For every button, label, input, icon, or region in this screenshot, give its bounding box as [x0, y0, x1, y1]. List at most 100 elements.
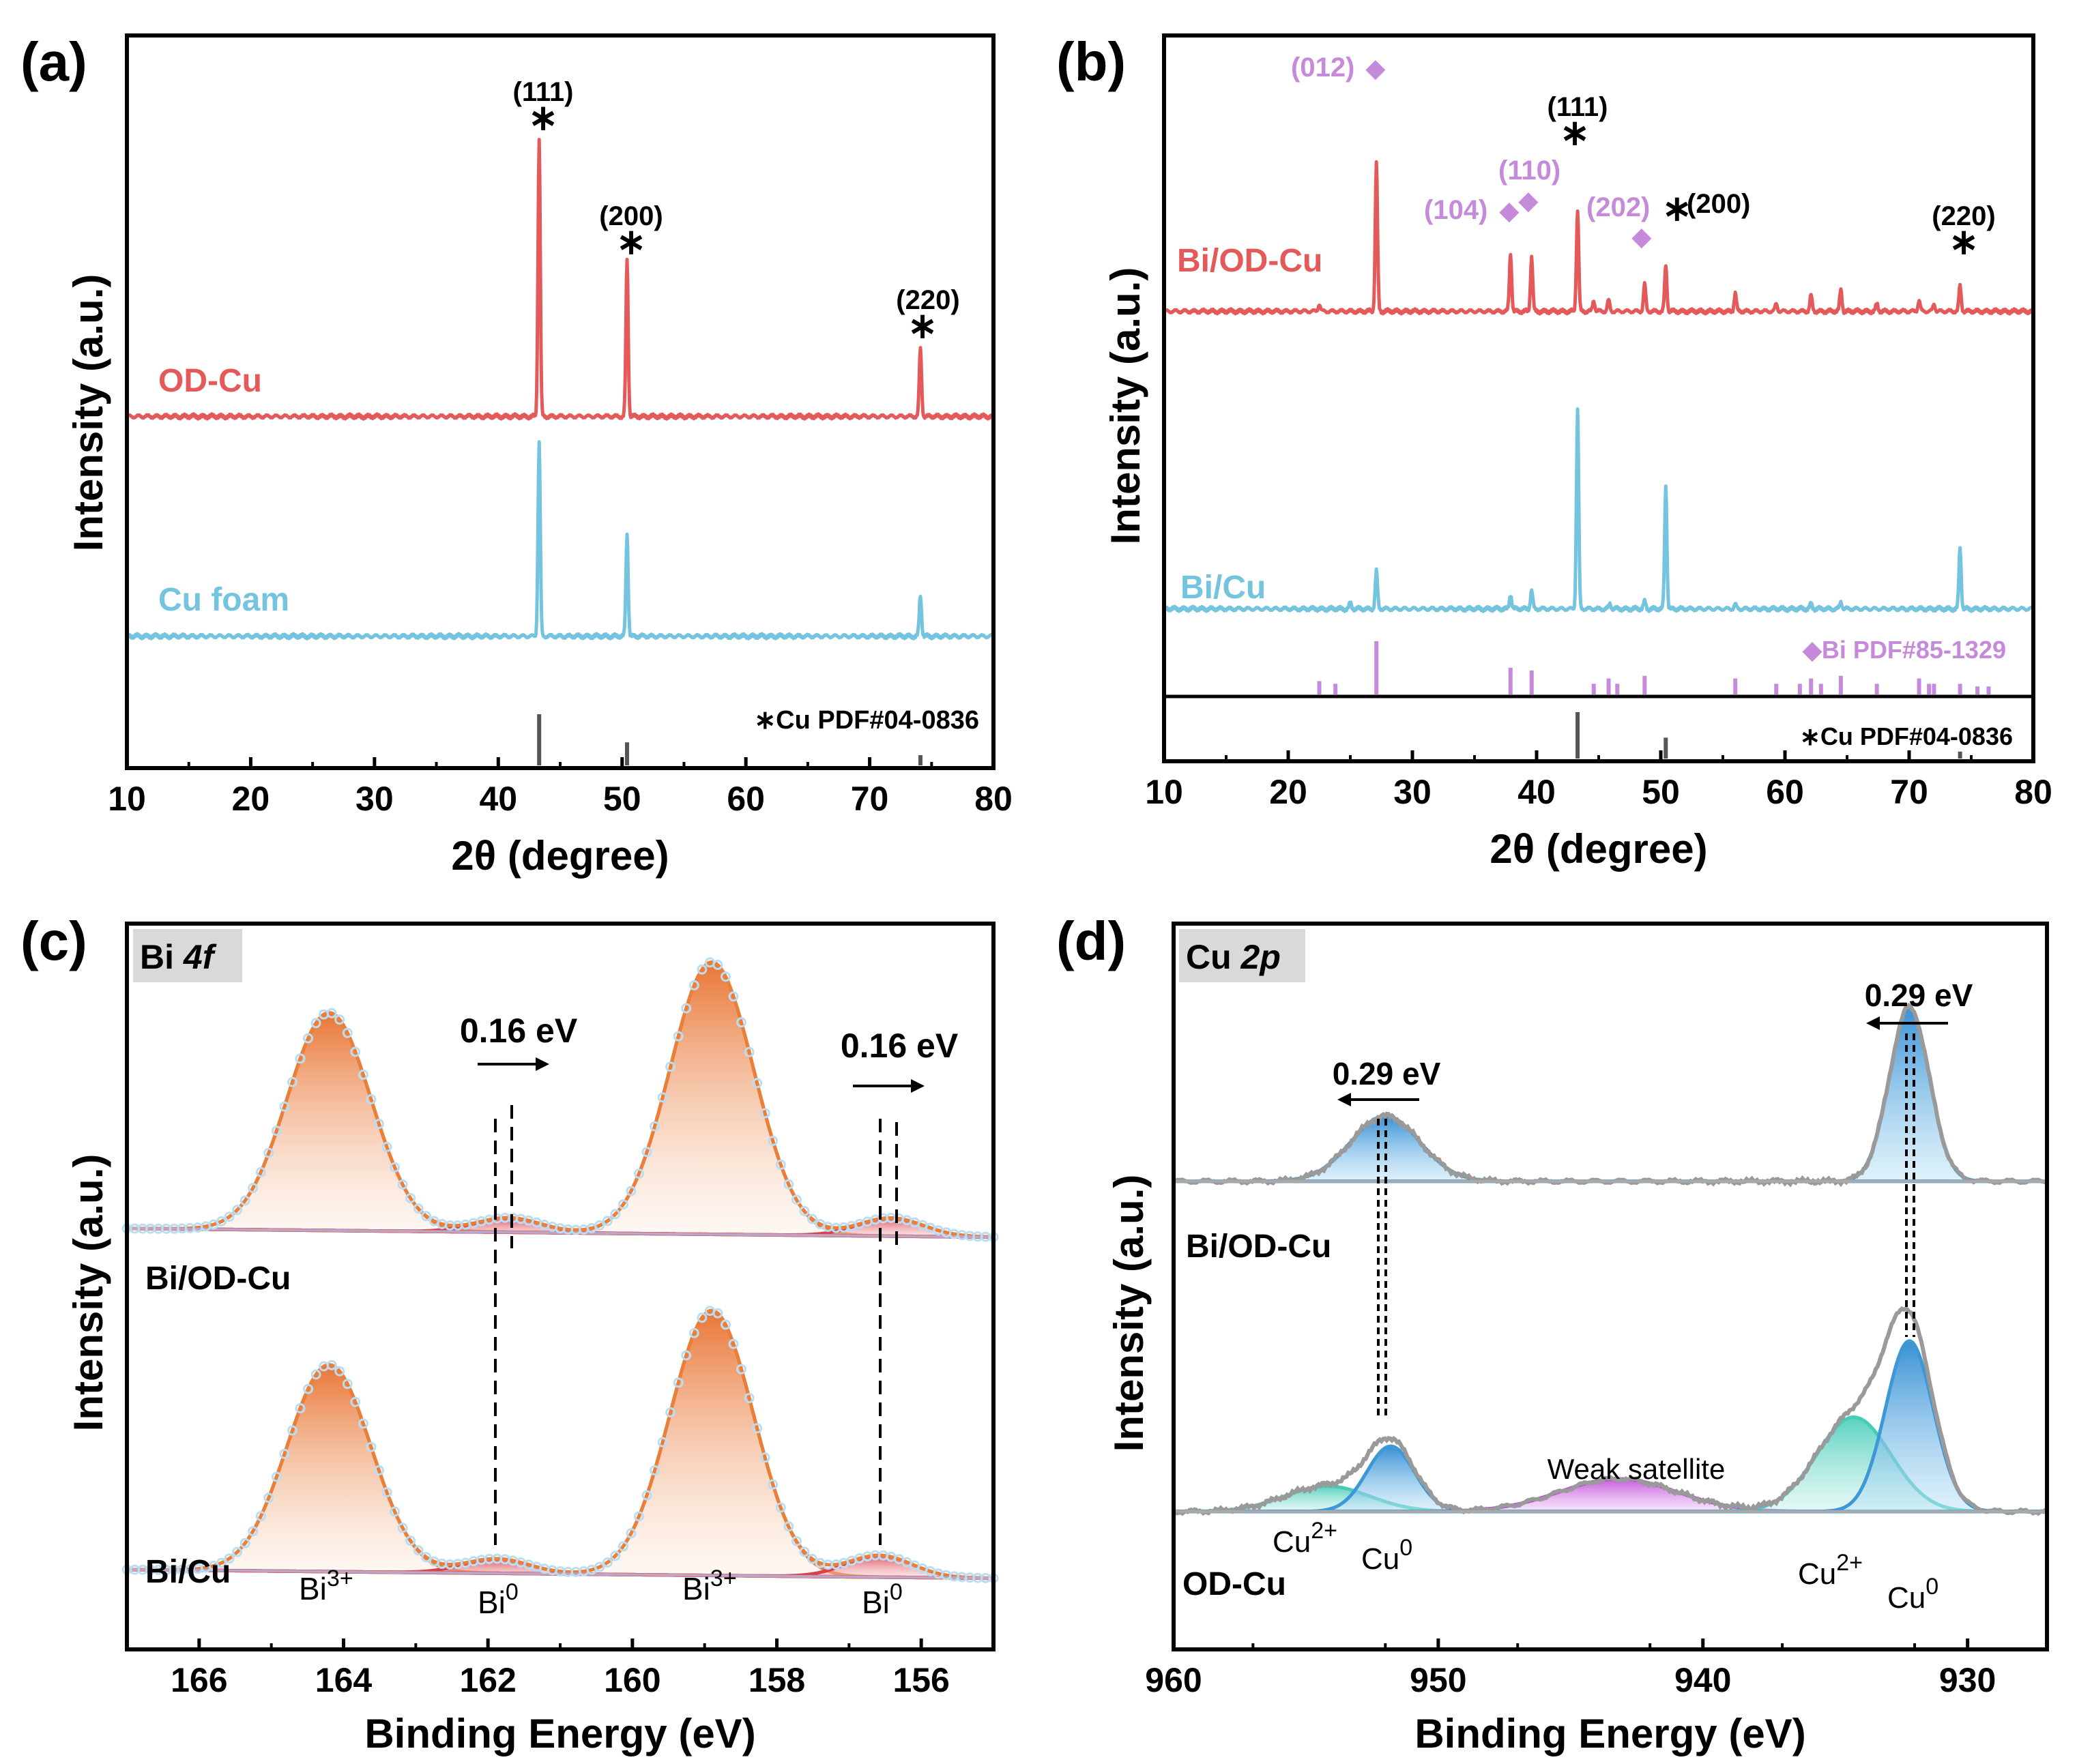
raw-data-point [634, 1168, 644, 1179]
raw-data-point [303, 1383, 313, 1394]
raw-data-point [736, 1364, 746, 1375]
raw-data-point [744, 1393, 755, 1404]
panel-a-legend-cu-foam: Cu foam [158, 582, 289, 618]
panel-c-y-axis-label: Intensity (a.u.) [66, 1154, 111, 1432]
panel-a-annotation-220: (220) [896, 285, 959, 315]
raw-data-point [618, 1541, 628, 1552]
raw-data-point [759, 1108, 770, 1119]
raw-data-point [216, 1557, 227, 1568]
raw-data-point [358, 1069, 368, 1080]
raw-data-point [421, 1211, 432, 1222]
panel-d: (d) Intensity (a.u.) Cu 2p 960 950 940 930 … [1056, 911, 2049, 1756]
raw-data-point [618, 1199, 628, 1210]
x-tick-label: 162 [459, 1661, 516, 1699]
raw-data-point [342, 1379, 353, 1390]
panel-a-annotation-200: (200) [599, 201, 663, 231]
x-tick-label: 164 [315, 1661, 373, 1699]
raw-data-point [350, 1396, 361, 1407]
panel-b-y-axis-label: Intensity (a.u.) [1103, 267, 1148, 545]
panel-b-annotation-111: (111) [1548, 92, 1608, 122]
envelope-line [1174, 1306, 2048, 1516]
raw-data-point [626, 1186, 637, 1196]
raw-data-point [799, 1546, 810, 1557]
raw-data-point [665, 1407, 676, 1417]
raw-data-point [374, 1465, 384, 1475]
raw-data-point [634, 1511, 644, 1522]
panel-a-star-200: ∗ [616, 222, 646, 262]
raw-data-point [807, 1553, 817, 1564]
panel-a-legend-od-cu: OD-Cu [158, 363, 262, 399]
raw-data-point [374, 1119, 384, 1130]
raw-data-point [358, 1418, 368, 1429]
panel-a-x-axis-label: 2θ (degree) [451, 833, 669, 879]
raw-data-point [239, 1538, 250, 1548]
raw-data-point [673, 1377, 684, 1388]
raw-data-point [216, 1216, 227, 1226]
raw-data-point [610, 1209, 621, 1220]
raw-data-point [413, 1203, 424, 1214]
panel-c-arrowhead-1 [536, 1057, 549, 1071]
raw-data-point [650, 1465, 660, 1475]
raw-data-point [366, 1094, 377, 1104]
raw-data-point [688, 980, 699, 990]
panel-d-title: Cu 2p [1186, 938, 1281, 976]
panel-b-peak-annotations: (012) ◆ (104) ◆ (110) ◆ (111) ∗ (202) ◆ … [1291, 53, 1996, 262]
panel-a: (a) Intensity (a.u.) 10 20 30 40 50 60 70 80 2θ… [20, 31, 1013, 879]
raw-data-point [650, 1121, 660, 1132]
raw-data-point [287, 1076, 297, 1087]
panel-a-y-axis-label: Intensity (a.u.) [66, 274, 111, 552]
raw-data-point [768, 1479, 779, 1490]
raw-data-point [752, 1078, 763, 1089]
x-tick-label: 166 [171, 1661, 227, 1699]
x-tick-label: 40 [1517, 773, 1556, 811]
raw-data-point [224, 1553, 235, 1564]
envelope-line [1173, 1003, 2048, 1188]
raw-data-point [657, 1092, 668, 1103]
panel-c-title: Bi 4f [140, 938, 217, 976]
x-tick-label: 60 [1766, 773, 1804, 811]
panel-a-peak-annotations: (111) ∗ (200) ∗ (220) ∗ [513, 77, 960, 346]
panel-d-label-cu0-2: Cu0 [1887, 1574, 1938, 1615]
raw-data-point [263, 1147, 274, 1158]
raw-data-point [594, 1561, 605, 1572]
panel-c-component-labels: Bi3+ Bi0 Bi3+ Bi0 [299, 1565, 903, 1620]
panel-d-component-labels: Cu2+ Cu0 Cu2+ Cu0 [1273, 1518, 1938, 1615]
panel-b-annotation-202: (202) [1586, 192, 1650, 222]
x-tick-label: 50 [1642, 773, 1680, 811]
panel-c-title-box [133, 929, 242, 982]
raw-data-point [697, 1312, 708, 1323]
raw-data-point [381, 1487, 392, 1498]
raw-data-point [783, 1179, 794, 1190]
panel-b-star-111: ∗ [1560, 113, 1590, 153]
raw-data-point [688, 1327, 699, 1338]
raw-data-point [775, 1159, 786, 1170]
raw-data-point [239, 1195, 250, 1206]
panel-d-x-ticks: 960 950 940 930 [1145, 1638, 2048, 1699]
component-area [125, 1363, 996, 1581]
panel-b-annotation-220: (220) [1932, 201, 1995, 231]
raw-data-point [271, 1471, 282, 1482]
raw-data-point [594, 1220, 605, 1231]
x-tick-label: 20 [1269, 773, 1307, 811]
raw-data-point [712, 1308, 723, 1319]
raw-data-point [681, 1003, 692, 1014]
raw-data-point [381, 1141, 392, 1152]
envelope-line [127, 960, 994, 1239]
raw-data-point [310, 1369, 321, 1380]
raw-data-point [279, 1448, 290, 1459]
raw-data-point [326, 1359, 337, 1370]
panel-a-label: (a) [20, 31, 87, 92]
raw-data-point [310, 1018, 321, 1029]
raw-data-point [366, 1441, 377, 1452]
panel-c-legend-bi-cu: Bi/Cu [145, 1554, 231, 1590]
raw-data-point [397, 1179, 408, 1190]
raw-data-point [791, 1535, 802, 1546]
raw-data-point [759, 1452, 770, 1463]
panel-a-reference-label: ∗Cu PDF#04-0836 [754, 706, 979, 735]
raw-data-point [350, 1046, 361, 1057]
panel-d-shift-label-1: 0.29 eV [1333, 1056, 1441, 1091]
panel-b: (b) Intensity (a.u.) 10 20 30 40 50 60 70 80 2θ… [1056, 31, 2052, 872]
panel-b-legend-bi-cu: Bi/Cu [1180, 570, 1266, 606]
panel-a-star-111: ∗ [528, 98, 558, 138]
raw-data-point [665, 1061, 676, 1072]
